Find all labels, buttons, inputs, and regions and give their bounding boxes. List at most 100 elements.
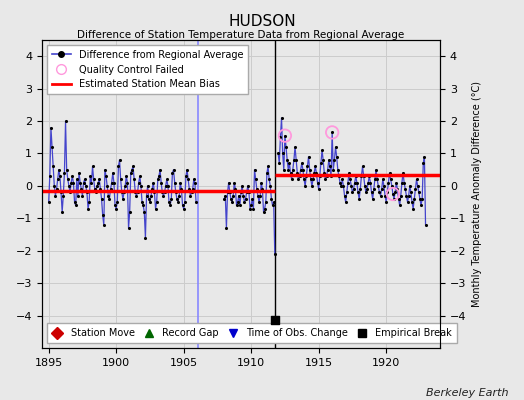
Point — [258, 186, 267, 192]
Point — [150, 189, 159, 196]
Point — [299, 166, 307, 173]
Point — [103, 183, 112, 189]
Point — [398, 180, 406, 186]
Point — [267, 196, 276, 202]
Point — [320, 170, 329, 176]
Point — [127, 170, 135, 176]
Point — [252, 176, 260, 183]
Point — [253, 186, 261, 192]
Point — [324, 157, 333, 163]
Point — [178, 202, 187, 208]
Point — [375, 189, 384, 196]
Point — [186, 192, 194, 199]
Point — [75, 170, 83, 176]
Point — [105, 196, 114, 202]
Point — [400, 180, 408, 186]
Point — [337, 183, 345, 189]
Point — [298, 160, 306, 166]
Point — [382, 199, 390, 205]
Point — [238, 183, 246, 189]
Point — [242, 196, 250, 202]
Point — [332, 154, 341, 160]
Point — [370, 176, 379, 183]
Point — [174, 199, 182, 205]
Point — [407, 189, 415, 196]
Point — [78, 192, 86, 199]
Point — [140, 209, 148, 215]
Point — [363, 186, 371, 192]
Point — [409, 205, 417, 212]
Point — [278, 150, 287, 157]
Point — [177, 186, 185, 192]
Point — [255, 199, 263, 205]
Point — [389, 191, 397, 197]
Point — [221, 192, 230, 199]
Point — [385, 170, 394, 176]
Point — [68, 173, 77, 179]
Point — [292, 157, 300, 163]
Point — [243, 189, 251, 196]
Point — [411, 186, 420, 192]
Point — [256, 192, 265, 199]
Point — [345, 170, 353, 176]
Point — [189, 186, 197, 192]
Point — [261, 199, 270, 205]
Point — [414, 189, 423, 196]
Point — [160, 189, 169, 196]
Point — [173, 196, 181, 202]
Point — [102, 173, 110, 179]
Point — [352, 173, 360, 179]
Point — [87, 180, 95, 186]
Point — [184, 176, 192, 183]
Point — [257, 180, 266, 186]
Point — [159, 192, 168, 199]
Point — [81, 176, 89, 183]
Point — [285, 160, 293, 166]
Point — [303, 163, 312, 170]
Point — [51, 192, 60, 199]
Point — [313, 180, 322, 186]
Point — [408, 199, 416, 205]
Point — [170, 180, 179, 186]
Point — [122, 173, 130, 179]
Point — [169, 166, 178, 173]
Point — [175, 192, 183, 199]
Point — [139, 202, 147, 208]
Point — [296, 173, 304, 179]
Point — [412, 176, 421, 183]
Point — [114, 163, 123, 170]
Point — [149, 180, 158, 186]
Point — [108, 170, 117, 176]
Point — [154, 176, 162, 183]
Point — [395, 196, 403, 202]
Point — [93, 183, 101, 189]
Point — [65, 183, 73, 189]
Point — [56, 173, 64, 179]
Point — [270, 251, 279, 257]
Point — [99, 212, 107, 218]
Point — [152, 199, 161, 205]
Point — [116, 176, 125, 183]
Point — [224, 180, 233, 186]
Point — [376, 192, 385, 199]
Point — [249, 205, 258, 212]
Point — [319, 157, 328, 163]
Point — [380, 183, 388, 189]
Point — [74, 192, 82, 199]
Point — [82, 183, 90, 189]
Point — [329, 166, 337, 173]
Point — [419, 160, 428, 166]
Point — [330, 157, 339, 163]
Point — [83, 189, 91, 196]
Point — [291, 144, 299, 150]
Point — [334, 166, 342, 173]
Point — [356, 186, 365, 192]
Point — [47, 124, 55, 131]
Point — [309, 176, 317, 183]
Point — [328, 129, 336, 136]
Point — [119, 196, 127, 202]
Point — [59, 192, 68, 199]
Point — [104, 192, 113, 199]
Point — [305, 166, 314, 173]
Point — [365, 173, 374, 179]
